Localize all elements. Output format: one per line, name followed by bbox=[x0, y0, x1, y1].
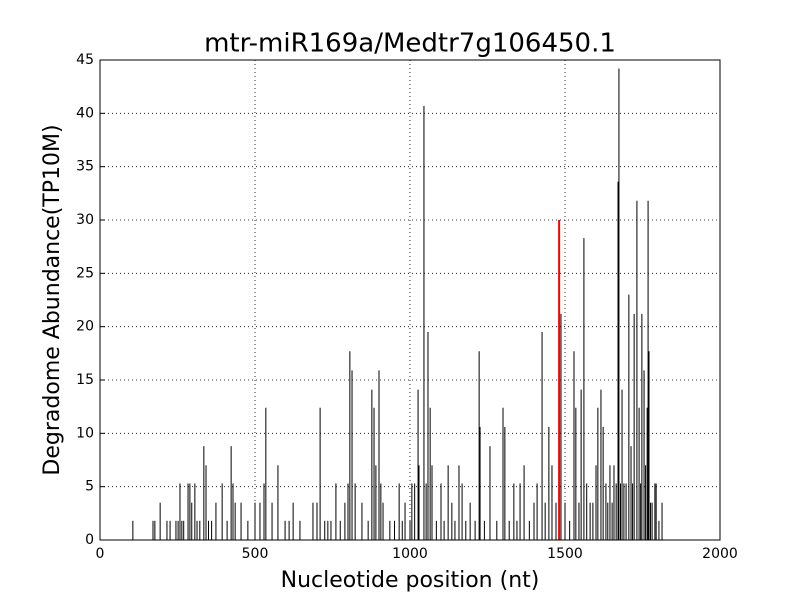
y-tick-label: 35 bbox=[76, 159, 94, 175]
y-tick-label: 40 bbox=[76, 105, 94, 121]
y-tick-label: 0 bbox=[85, 532, 94, 548]
x-tick-label: 2000 bbox=[702, 546, 738, 562]
y-tick-label: 45 bbox=[76, 52, 94, 68]
y-tick-label: 10 bbox=[76, 425, 94, 441]
y-axis-label: Degradome Abundance(TP10M) bbox=[40, 124, 65, 475]
axes-frame bbox=[99, 59, 721, 541]
x-tick-label: 1000 bbox=[392, 546, 428, 562]
y-tick-label: 15 bbox=[76, 372, 94, 388]
y-tick-label: 30 bbox=[76, 212, 94, 228]
plot-area: 0 5 10 15 20 25 30 35 40 45 0 500 1000 1500 2000 bbox=[76, 52, 738, 562]
x-tick-label: 0 bbox=[96, 546, 105, 562]
y-tick-label: 20 bbox=[76, 319, 94, 335]
chart-title: mtr-miR169a/Medtr7g106450.1 bbox=[204, 29, 616, 59]
y-tick-label: 25 bbox=[76, 265, 94, 281]
y-tick-label: 5 bbox=[85, 479, 94, 495]
x-tick-label: 1500 bbox=[547, 546, 583, 562]
x-tick-label: 500 bbox=[242, 546, 269, 562]
x-axis-label: Nucleotide position (nt) bbox=[281, 568, 540, 593]
